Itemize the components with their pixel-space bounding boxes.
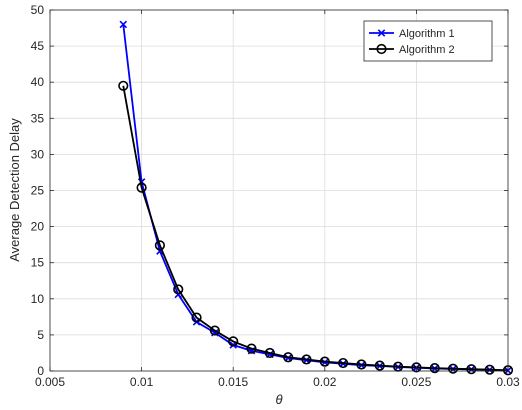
legend-marker [376,43,387,55]
series-2-point [319,356,330,367]
y-tick-label: 30 [31,147,45,161]
x-tick-label: 0.015 [218,375,248,389]
legend-label: Algorithm 1 [399,28,455,40]
series-2-point [374,360,385,371]
series-2-point [264,347,275,359]
y-tick-label: 10 [31,292,45,306]
series-2-point [356,359,367,370]
x-tick-label: 0.01 [130,375,154,389]
x-axis-title: θ [275,392,282,407]
series-2-point [301,354,312,365]
legend-entry-1: Algorithm 1 [369,28,455,40]
y-tick-label: 15 [31,256,45,270]
y-tick-label: 25 [31,184,45,198]
y-tick-label: 50 [31,3,45,17]
y-tick-label: 45 [31,39,45,53]
series-2-point [136,182,147,193]
y-tick-label: 0 [37,364,44,378]
legend: Algorithm 1 Algorithm 2 [363,20,493,62]
y-axis-title: Average Detection Delay [7,118,22,262]
series-2-point [411,362,422,373]
series-2-point [209,325,220,336]
y-tick-label: 35 [31,111,45,125]
series-2-point [191,312,202,323]
legend-label: Algorithm 2 [399,44,455,56]
series-2-point [447,363,459,374]
series-2-point [173,284,184,295]
series-2-point [283,352,294,363]
grid-lines [49,9,509,372]
x-tick-label: 0.02 [313,375,337,389]
series-2-point [429,363,440,374]
series-2-line [122,85,509,372]
x-tick-label: 0.03 [496,375,520,389]
series-2-point [228,336,239,347]
y-tick-label: 20 [31,220,45,234]
legend-box [363,20,493,62]
series-2-point [484,364,495,375]
axis-ticks: 0.005 0.01 0.015 0.02 0.025 0.03 0 5 10 15 20 25 30 3… [31,3,520,389]
legend-entry-2: Algorithm 2 [369,43,455,56]
legend-marker [377,29,386,37]
series-2-point [118,80,129,91]
y-tick-label: 40 [31,75,45,89]
series-2-point [246,343,257,354]
series-2-point [338,357,349,369]
series-1-point [119,20,128,29]
series-2-point [466,364,477,375]
y-tick-label: 5 [37,328,44,342]
x-tick-label: 0.005 [35,375,65,389]
x-tick-label: 0.025 [401,375,431,389]
series-layer [118,20,514,376]
series-2-point [154,240,166,251]
